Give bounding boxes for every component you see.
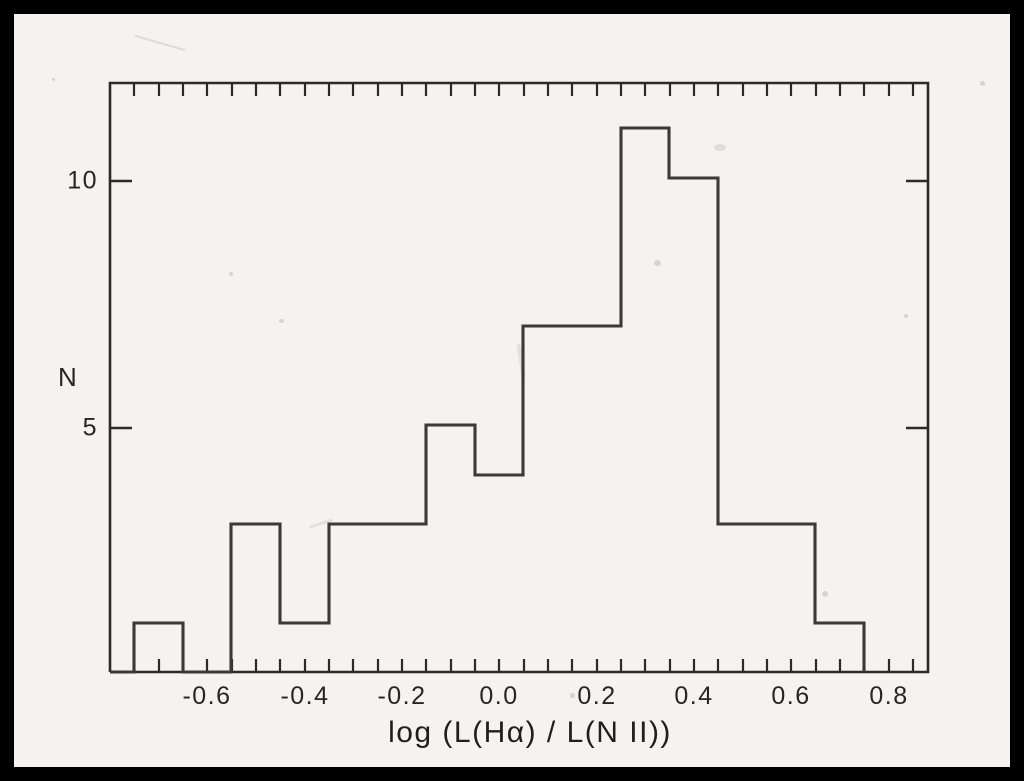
x-tick-label: -0.2 xyxy=(377,682,427,710)
x-tick-label: -0.6 xyxy=(182,682,232,710)
histogram-plot-svg xyxy=(108,81,930,674)
photographic-plate: -0.6 -0.4 -0.2 0.0 0.2 0.4 0.6 0.8 10 5 … xyxy=(14,14,1010,767)
x-tick-label: -0.4 xyxy=(280,682,330,710)
top-axis-ticks xyxy=(132,83,915,96)
x-tick-label: 0.2 xyxy=(577,682,617,710)
x-tick-label: 0.4 xyxy=(674,682,714,710)
histogram-chart: -0.6 -0.4 -0.2 0.0 0.2 0.4 0.6 0.8 10 5 … xyxy=(14,14,1010,767)
x-axis-title: log (L(Hα) / L(N II)) xyxy=(388,716,672,749)
y-tick-label: 10 xyxy=(67,166,98,195)
x-tick-label: 0.6 xyxy=(771,682,811,710)
plot-frame xyxy=(108,81,930,674)
histogram-step-outline xyxy=(110,126,866,674)
y-tick-label: 5 xyxy=(82,413,98,442)
x-tick-label: 0.0 xyxy=(479,682,519,710)
y-axis-title: N xyxy=(58,362,78,392)
bottom-axis-ticks xyxy=(132,659,915,672)
y-axis-ticks xyxy=(110,179,928,430)
x-tick-label: 0.8 xyxy=(869,682,909,710)
